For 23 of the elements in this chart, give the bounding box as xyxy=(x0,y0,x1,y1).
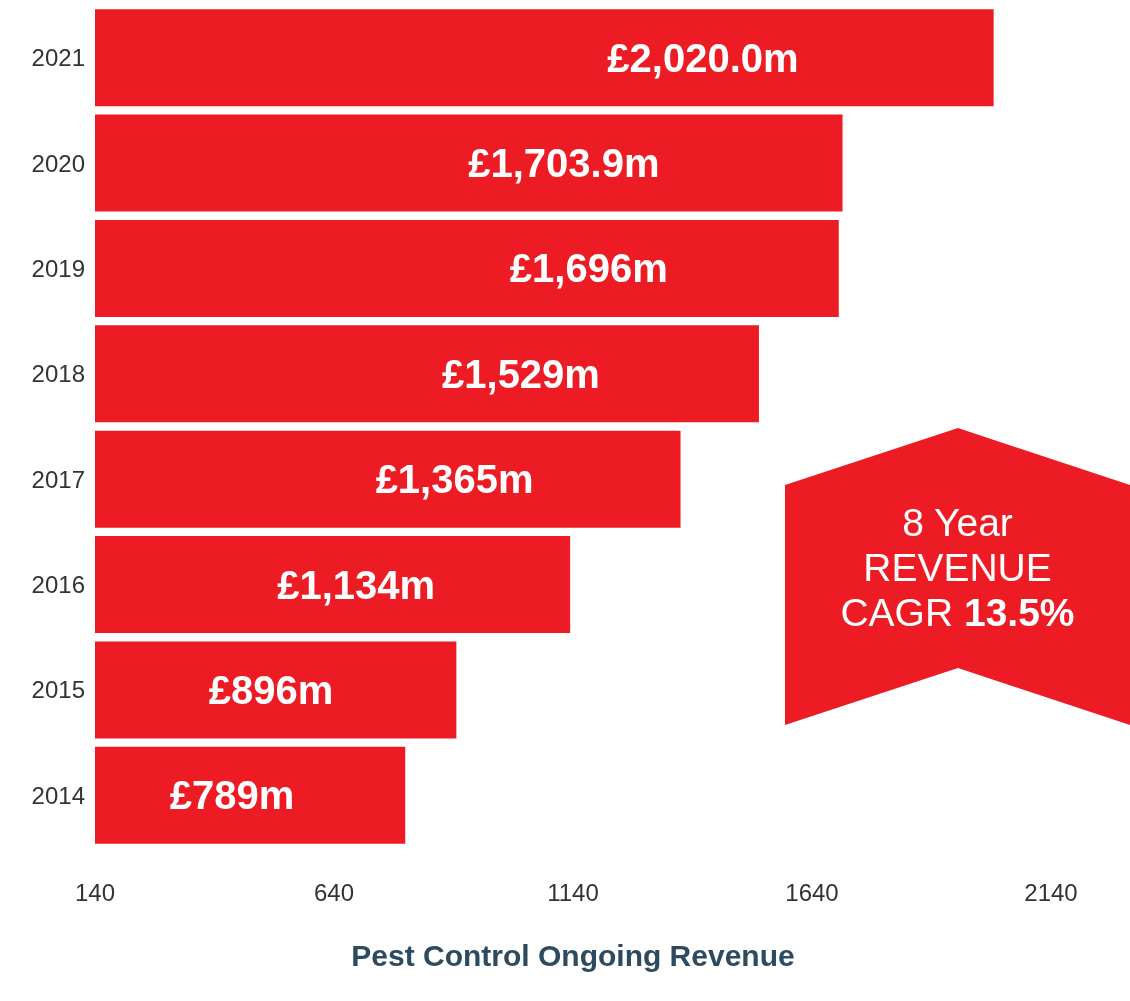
y-tick-label: 2017 xyxy=(31,465,85,493)
x-tick-label: 1640 xyxy=(785,878,839,906)
y-tick-label: 2015 xyxy=(31,676,85,704)
data-label: £896m xyxy=(208,667,334,712)
y-tick-label: 2019 xyxy=(31,254,85,282)
y-tick-label: 2021 xyxy=(31,44,85,72)
y-tick-label: 2018 xyxy=(31,360,85,388)
x-tick-label: 640 xyxy=(313,878,355,906)
data-label: £1,365m xyxy=(375,457,534,502)
data-label: £1,703.9m xyxy=(468,141,660,186)
data-label: £1,134m xyxy=(277,562,436,607)
data-label: £2,020.0m xyxy=(607,35,799,80)
annotation: 8 Year REVENUE CAGR 13.5% xyxy=(839,500,1076,635)
x-tick-label: 140 xyxy=(74,878,116,906)
data-label: £1,696m xyxy=(509,246,668,291)
y-tick-label: 2020 xyxy=(31,149,85,177)
data-label: £1,529m xyxy=(442,351,600,396)
x-axis-title: Pest Control Ongoing Revenue xyxy=(351,938,795,972)
y-tick-label: 2016 xyxy=(31,571,85,599)
x-tick-label: 1140 xyxy=(547,878,599,906)
data-label: £789m xyxy=(169,773,295,818)
y-tick-label: 2014 xyxy=(31,781,85,809)
x-tick-label: 2140 xyxy=(1024,878,1078,906)
